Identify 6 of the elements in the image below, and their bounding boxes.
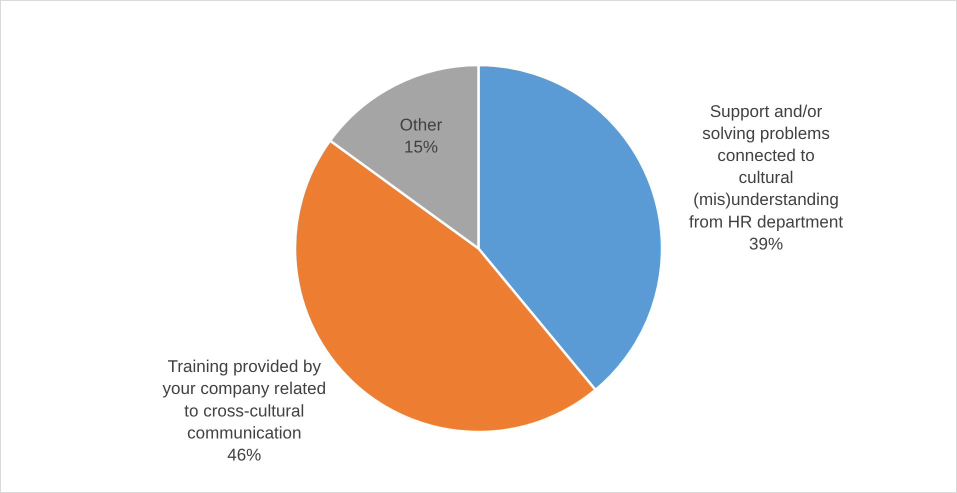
- slice-label: Support and/or solving problems connected to cultural (mis)understanding from HR department: [689, 102, 844, 232]
- slice-label: Other: [400, 116, 443, 134]
- data-label: 39%: [749, 234, 784, 254]
- data-label: 46%: [227, 446, 262, 464]
- data-label: 15%: [404, 138, 438, 157]
- slice-label: Training provided by your company related to cross-cultural communication: [162, 357, 326, 442]
